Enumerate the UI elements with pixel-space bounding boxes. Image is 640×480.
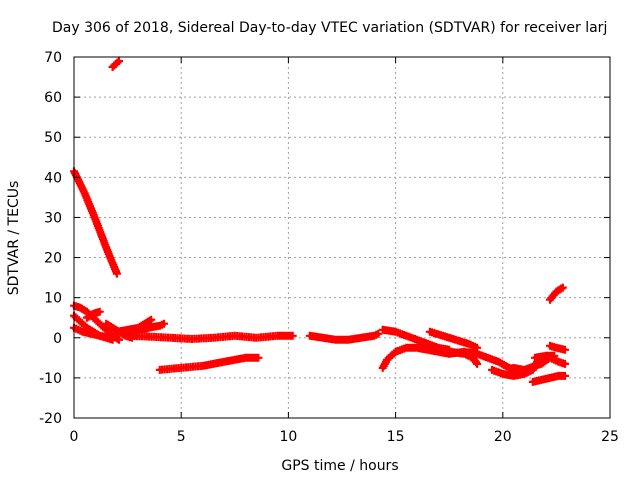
- data-points: [70, 57, 569, 386]
- series-arc-21: [531, 351, 559, 362]
- x-tick-label: 0: [70, 429, 79, 445]
- series-arc-9: [125, 319, 168, 336]
- data-point-markers: [546, 341, 569, 354]
- x-tick-label: 25: [601, 429, 619, 445]
- data-point-markers: [82, 307, 104, 322]
- series-arc-15: [425, 327, 482, 352]
- ticks: 0 5 10 15 20 25 -20 -10 0 10 20 30 40 50 60 70: [39, 50, 619, 445]
- x-tick-label: 5: [177, 429, 186, 445]
- chart-title: Day 306 of 2018, Sidereal Day-to-day VTE…: [52, 20, 607, 36]
- y-tick-label: -10: [39, 371, 62, 387]
- data-point-markers: [108, 57, 123, 71]
- x-tick-label: 20: [494, 429, 512, 445]
- y-tick-label: 60: [44, 90, 62, 106]
- data-point-markers: [305, 329, 383, 344]
- x-tick-label: 10: [279, 429, 297, 445]
- data-point-markers: [528, 371, 569, 386]
- series-arc-12: [305, 329, 383, 344]
- y-tick-label: 30: [44, 210, 62, 226]
- y-tick-label: 20: [44, 251, 62, 267]
- data-point-markers: [125, 319, 168, 336]
- series-arc-23: [546, 283, 567, 304]
- y-axis-label: SDTVAR / TECUs: [6, 181, 22, 296]
- data-point-markers: [531, 351, 559, 362]
- y-tick-label: 40: [44, 170, 62, 186]
- series-arc-1: [108, 57, 123, 71]
- y-tick-label: 50: [44, 130, 62, 146]
- series-arc-11: [155, 353, 263, 374]
- data-point-markers: [155, 353, 263, 374]
- y-tick-label: 10: [44, 291, 62, 307]
- x-tick-label: 15: [387, 429, 405, 445]
- series-arc-22: [546, 341, 569, 354]
- y-tick-label: -20: [39, 411, 62, 427]
- plot-frame: [73, 56, 611, 419]
- data-point-markers: [425, 327, 482, 352]
- series-arc-10: [123, 331, 297, 343]
- y-tick-label: 0: [53, 331, 62, 347]
- x-axis-label: GPS time / hours: [281, 458, 398, 474]
- data-point-markers: [546, 283, 567, 304]
- series-arc-20: [528, 371, 569, 386]
- data-point-markers: [123, 331, 297, 343]
- y-tick-label: 70: [44, 50, 62, 66]
- series-arc-6: [82, 307, 104, 322]
